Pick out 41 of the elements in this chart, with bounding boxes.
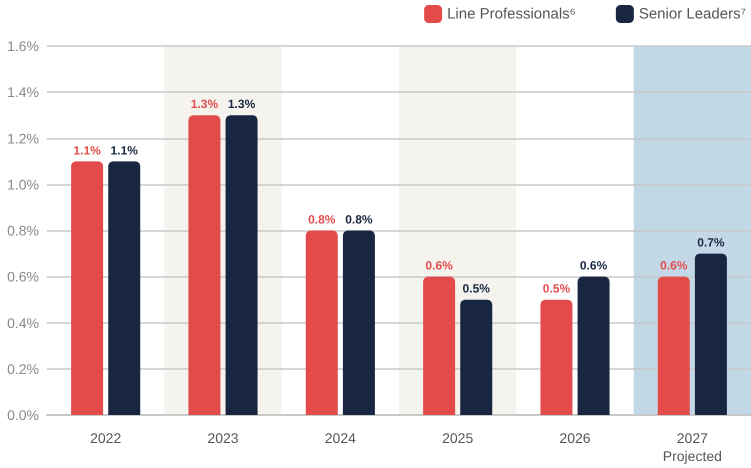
- bar: [658, 276, 690, 415]
- x-tick-label: 2026: [559, 430, 591, 446]
- bar: [188, 115, 220, 415]
- x-tick-label: 2023: [207, 430, 239, 446]
- bar: [342, 230, 375, 415]
- x-tick-label: 2022: [90, 430, 122, 446]
- x-tick-label: 2027 Projected: [662, 430, 722, 464]
- x-tick-label: 2024: [324, 430, 356, 446]
- x-tick-label: 2025: [442, 430, 474, 446]
- data-label: 1.1%: [110, 143, 138, 158]
- data-label: 0.6%: [660, 258, 688, 273]
- y-tick-label: 1.2%: [7, 130, 39, 146]
- data-label: 0.7%: [697, 236, 725, 250]
- data-label: 0.5%: [542, 282, 570, 296]
- data-label: 0.8%: [345, 212, 373, 226]
- y-tick-label: 1.6%: [7, 38, 39, 54]
- y-tick-label: 0.0%: [7, 407, 39, 423]
- y-tick-label: 0.4%: [7, 314, 39, 331]
- y-tick-label: 1.0%: [7, 176, 39, 192]
- legend-label: Senior Leaders⁷: [638, 6, 746, 22]
- bar: [226, 115, 258, 415]
- bar: [423, 276, 456, 415]
- bar: [306, 230, 338, 415]
- y-tick-label: 0.2%: [7, 360, 39, 377]
- y-tick-label: 0.8%: [7, 222, 39, 238]
- data-label: 0.6%: [425, 258, 454, 273]
- bar: [460, 300, 492, 415]
- data-label: 1.3%: [190, 97, 218, 112]
- bar: [71, 161, 104, 415]
- data-label: 1.1%: [73, 143, 102, 158]
- bar: [540, 300, 572, 415]
- bar: [578, 276, 610, 415]
- y-tick-label: 1.4%: [7, 84, 39, 100]
- bar: [694, 254, 727, 415]
- data-label: 0.5%: [462, 282, 490, 296]
- legend-label: Line Professionals⁶: [447, 6, 576, 22]
- y-tick-label: 0.6%: [7, 268, 39, 285]
- data-label: 0.8%: [308, 212, 336, 226]
- data-label: 0.6%: [580, 258, 608, 273]
- bar: [108, 161, 140, 415]
- data-label: 1.3%: [228, 97, 256, 112]
